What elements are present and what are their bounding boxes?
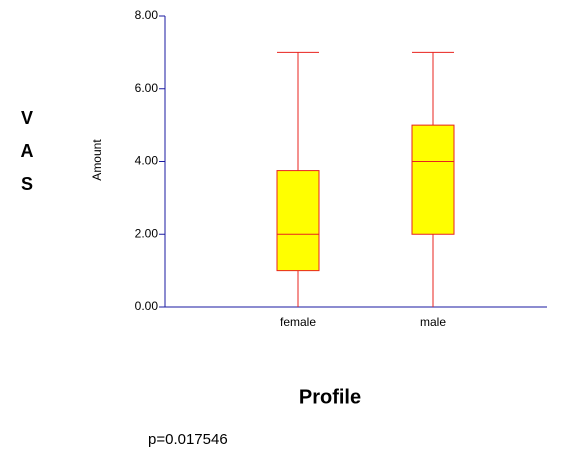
box [276,170,320,272]
annotation: p=0.017546 [148,431,228,448]
x-tick-label: female [280,315,316,329]
box [411,124,455,235]
x-label: Profile [299,386,361,408]
y-tick-label: 0.00 [135,299,159,313]
y-tick-label: 8.00 [135,8,159,22]
outer-y-label: VAS [17,108,37,207]
y-tick-label: 4.00 [135,154,159,168]
y-label: Amount [90,139,104,181]
y-tick-label: 2.00 [135,226,159,240]
x-tick-label: male [420,315,446,329]
y-tick-label: 6.00 [135,81,159,95]
